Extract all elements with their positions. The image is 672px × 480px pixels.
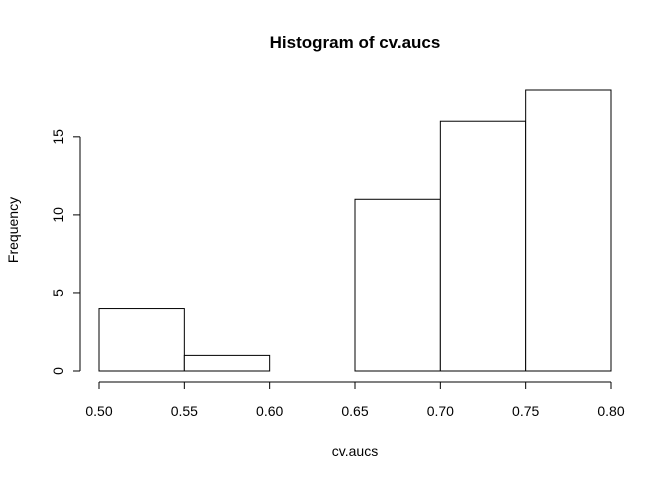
histogram-bar bbox=[354, 198, 441, 372]
x-tick-label: 0.70 bbox=[427, 403, 454, 419]
histogram-bar bbox=[183, 354, 271, 372]
x-axis-label: cv.aucs bbox=[332, 443, 378, 459]
y-tick-label: 10 bbox=[50, 207, 66, 223]
histogram-bar bbox=[98, 308, 185, 372]
y-axis-label: Frequency bbox=[5, 197, 21, 263]
x-tick-label: 0.75 bbox=[512, 403, 539, 419]
x-axis: 0.50 0.55 0.60 0.65 0.70 0.75 0.80 bbox=[85, 381, 625, 419]
y-axis: 0 5 10 15 bbox=[50, 129, 81, 375]
chart-title: Histogram of cv.aucs bbox=[270, 33, 441, 52]
y-tick-label: 15 bbox=[50, 129, 66, 145]
histogram-bar bbox=[525, 89, 612, 372]
histogram-bars bbox=[98, 89, 612, 372]
x-tick-label: 0.60 bbox=[256, 403, 283, 419]
y-tick-label: 5 bbox=[50, 289, 66, 297]
x-tick-label: 0.65 bbox=[341, 403, 368, 419]
x-tick-label: 0.55 bbox=[171, 403, 198, 419]
y-tick-label: 0 bbox=[50, 367, 66, 375]
x-tick-label: 0.50 bbox=[85, 403, 112, 419]
x-tick-label: 0.80 bbox=[597, 403, 624, 419]
histogram-bar bbox=[439, 120, 527, 372]
